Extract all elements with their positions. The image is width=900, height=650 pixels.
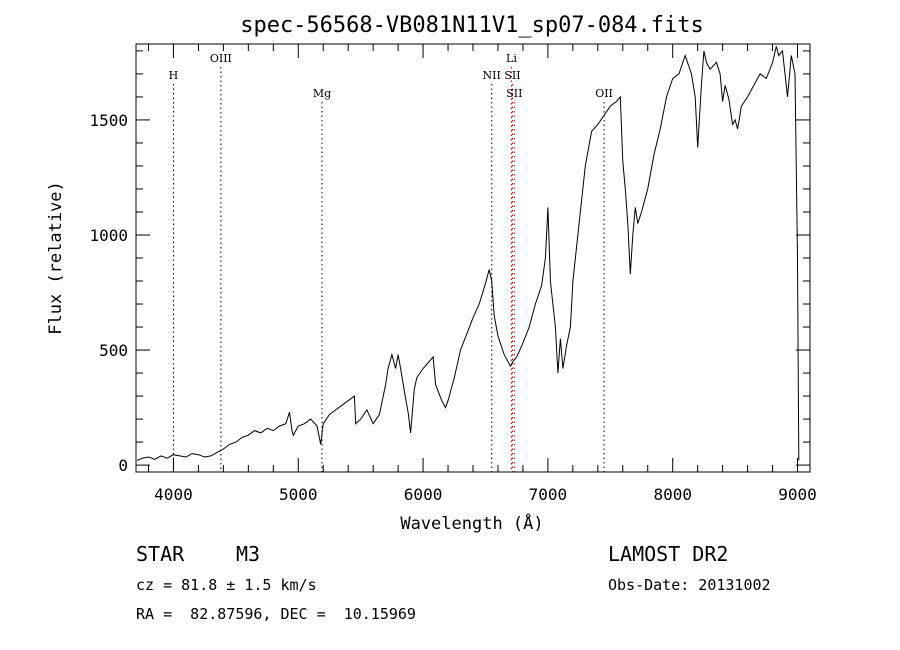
y-tick-label: 500 — [99, 341, 128, 360]
y-tick-label: 0 — [118, 456, 128, 475]
x-tick-label: 7000 — [529, 485, 568, 504]
line-marker-label: OIII — [210, 52, 232, 65]
line-marker-label: Mg — [313, 87, 331, 100]
tick-labels: 4000 5000 6000 7000 8000 9000 0 500 1000 1500 — [89, 111, 816, 504]
x-tick-label: 9000 — [778, 485, 817, 504]
observation-date: Obs-Date: 20131002 — [608, 576, 771, 594]
x-tick-label: 8000 — [653, 485, 692, 504]
x-tick-label: 6000 — [404, 485, 443, 504]
redshift-velocity: cz = 81.8 ± 1.5 km/s — [136, 576, 317, 594]
object-type: STAR — [136, 542, 185, 566]
line-marker-label: H — [169, 69, 179, 82]
line-marker-label: SII — [506, 87, 522, 100]
axis-ticks — [136, 44, 810, 472]
y-axis-label: Flux (relative) — [46, 181, 66, 335]
line-marker-label: OII — [595, 87, 613, 100]
plot-frame — [135, 43, 811, 473]
object-subclass: M3 — [236, 542, 261, 566]
x-tick-label: 5000 — [279, 485, 318, 504]
coordinates: RA = 82.87596, DEC = 10.15969 — [136, 605, 416, 623]
x-axis-label: Wavelength (Å) — [400, 512, 543, 534]
y-tick-label: 1500 — [89, 111, 128, 130]
line-marker-label: Li — [506, 52, 517, 65]
line-marker-label: NII — [483, 69, 501, 82]
emission-line-markers: H OIII Mg NII Li SII SII OII — [169, 52, 613, 472]
y-tick-label: 1000 — [89, 226, 128, 245]
survey-name: LAMOST DR2 — [608, 542, 729, 566]
spectrum-line — [136, 46, 800, 461]
line-marker-label: SII — [504, 69, 520, 82]
x-tick-label: 4000 — [154, 485, 193, 504]
chart-title: spec-56568-VB081N11V1_sp07-084.fits — [240, 13, 704, 38]
